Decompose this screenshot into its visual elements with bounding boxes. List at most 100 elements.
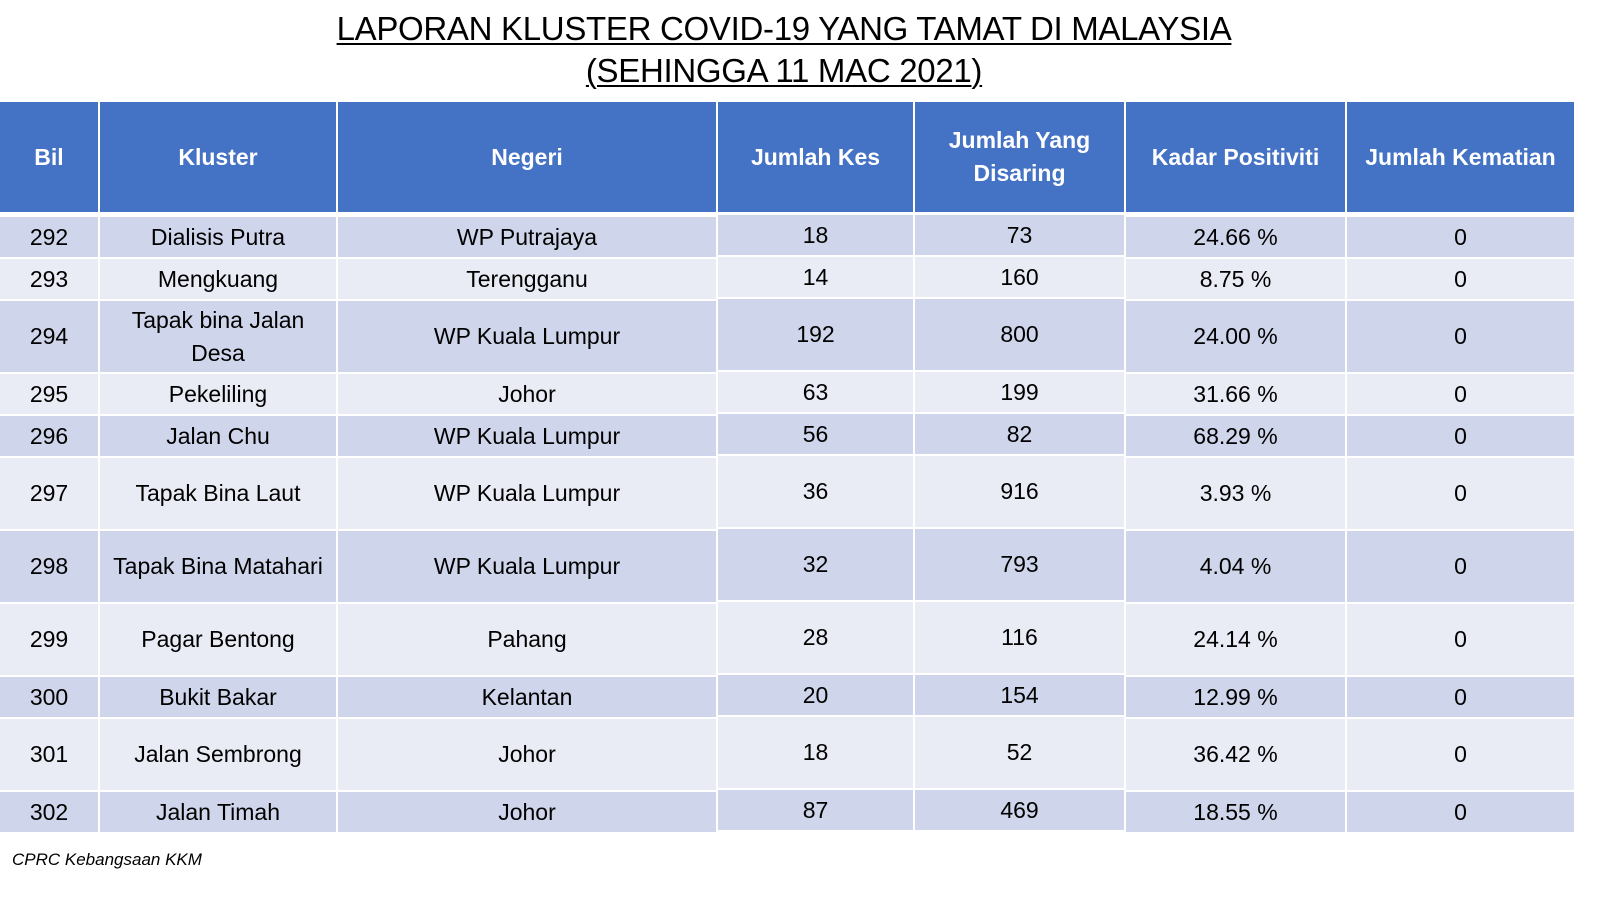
cell-kadar-positiviti: 24.14 %	[1126, 604, 1345, 675]
table-row: 299 Pagar Bentong Pahang 28 116 24.14 % …	[0, 602, 1574, 675]
cell-jumlah-kematian: 0	[1347, 458, 1574, 529]
cell-kadar-positiviti: 8.75 %	[1126, 259, 1345, 299]
cell-jumlah-kematian: 0	[1347, 604, 1574, 675]
cell-jumlah-kes: 32	[718, 529, 913, 600]
cell-jumlah-kematian: 0	[1347, 374, 1574, 414]
cell-kluster: Mengkuang	[100, 259, 336, 299]
cell-bil: 295	[0, 374, 98, 414]
cell-negeri: Johor	[338, 792, 716, 832]
table-row: 301 Jalan Sembrong Johor 18 52 36.42 % 0	[0, 717, 1574, 790]
cell-bil: 301	[0, 719, 98, 790]
cell-kadar-positiviti: 24.00 %	[1126, 301, 1345, 372]
col-header-bil: Bil	[0, 102, 98, 215]
cell-kadar-positiviti: 31.66 %	[1126, 374, 1345, 414]
cell-jumlah-disaring: 160	[915, 257, 1124, 297]
cell-negeri: WP Kuala Lumpur	[338, 416, 716, 456]
col-header-jumlah-kematian: Jumlah Kematian	[1347, 102, 1574, 215]
table-row: 300 Bukit Bakar Kelantan 20 154 12.99 % …	[0, 675, 1574, 717]
cell-bil: 296	[0, 416, 98, 456]
cell-jumlah-disaring: 116	[915, 602, 1124, 673]
cell-kluster: Tapak Bina Matahari	[100, 531, 336, 602]
cell-jumlah-disaring: 916	[915, 456, 1124, 527]
cell-jumlah-disaring: 199	[915, 372, 1124, 412]
cell-jumlah-disaring: 73	[915, 215, 1124, 255]
table-header-row: Bil Kluster Negeri Jumlah Kes Jumlah Yan…	[0, 102, 1574, 215]
cell-kadar-positiviti: 24.66 %	[1126, 217, 1345, 257]
cell-jumlah-kes: 28	[718, 602, 913, 673]
cell-jumlah-kematian: 0	[1347, 531, 1574, 602]
cell-kluster: Jalan Timah	[100, 792, 336, 832]
cell-jumlah-kematian: 0	[1347, 719, 1574, 790]
cell-jumlah-kes: 36	[718, 456, 913, 527]
cell-kadar-positiviti: 12.99 %	[1126, 677, 1345, 717]
cell-negeri: Terengganu	[338, 259, 716, 299]
cell-jumlah-kematian: 0	[1347, 259, 1574, 299]
col-header-negeri: Negeri	[338, 102, 716, 215]
cell-jumlah-kes: 14	[718, 257, 913, 297]
cell-kadar-positiviti: 18.55 %	[1126, 792, 1345, 832]
cell-jumlah-kes: 63	[718, 372, 913, 412]
cell-bil: 293	[0, 259, 98, 299]
cell-jumlah-kes: 87	[718, 790, 913, 830]
cell-kadar-positiviti: 68.29 %	[1126, 416, 1345, 456]
table-row: 298 Tapak Bina Matahari WP Kuala Lumpur …	[0, 529, 1574, 602]
cell-negeri: WP Kuala Lumpur	[338, 531, 716, 602]
table-row: 292 Dialisis Putra WP Putrajaya 18 73 24…	[0, 215, 1574, 257]
cell-kadar-positiviti: 4.04 %	[1126, 531, 1345, 602]
cell-jumlah-kes: 20	[718, 675, 913, 715]
cell-jumlah-kematian: 0	[1347, 301, 1574, 372]
cell-negeri: WP Kuala Lumpur	[338, 458, 716, 529]
cell-kluster: Tapak bina Jalan Desa	[100, 301, 336, 372]
table-row: 295 Pekeliling Johor 63 199 31.66 % 0	[0, 372, 1574, 414]
cell-jumlah-disaring: 800	[915, 299, 1124, 370]
title-line-2: (SEHINGGA 11 MAC 2021)	[585, 52, 983, 89]
cell-bil: 300	[0, 677, 98, 717]
cell-bil: 302	[0, 792, 98, 832]
col-header-kluster: Kluster	[100, 102, 336, 215]
cell-jumlah-kematian: 0	[1347, 677, 1574, 717]
title-line-1: LAPORAN KLUSTER COVID-19 YANG TAMAT DI M…	[336, 10, 1232, 47]
table-row: 296 Jalan Chu WP Kuala Lumpur 56 82 68.2…	[0, 414, 1574, 456]
report-title: LAPORAN KLUSTER COVID-19 YANG TAMAT DI M…	[0, 8, 1568, 92]
cell-bil: 297	[0, 458, 98, 529]
cell-jumlah-disaring: 52	[915, 717, 1124, 788]
cell-bil: 292	[0, 217, 98, 257]
cell-bil: 294	[0, 301, 98, 372]
cell-negeri: Pahang	[338, 604, 716, 675]
table-row: 293 Mengkuang Terengganu 14 160 8.75 % 0	[0, 257, 1574, 299]
col-header-jumlah-disaring: Jumlah Yang Disaring	[915, 102, 1124, 215]
cell-negeri: WP Kuala Lumpur	[338, 301, 716, 372]
cell-kadar-positiviti: 3.93 %	[1126, 458, 1345, 529]
cell-jumlah-kes: 18	[718, 215, 913, 255]
cell-kadar-positiviti: 36.42 %	[1126, 719, 1345, 790]
cell-kluster: Tapak Bina Laut	[100, 458, 336, 529]
source-footer: CPRC Kebangsaan KKM	[12, 850, 202, 869]
table-row: 294 Tapak bina Jalan Desa WP Kuala Lumpu…	[0, 299, 1574, 372]
cell-kluster: Dialisis Putra	[100, 217, 336, 257]
cell-negeri: WP Putrajaya	[338, 217, 716, 257]
cell-jumlah-disaring: 82	[915, 414, 1124, 454]
cell-negeri: Kelantan	[338, 677, 716, 717]
cell-kluster: Bukit Bakar	[100, 677, 336, 717]
cell-jumlah-kes: 192	[718, 299, 913, 370]
table-row: 302 Jalan Timah Johor 87 469 18.55 % 0	[0, 790, 1574, 832]
cell-kluster: Pekeliling	[100, 374, 336, 414]
cell-jumlah-disaring: 154	[915, 675, 1124, 715]
cell-jumlah-kes: 18	[718, 717, 913, 788]
cell-jumlah-kematian: 0	[1347, 217, 1574, 257]
cell-kluster: Pagar Bentong	[100, 604, 336, 675]
cell-bil: 298	[0, 531, 98, 602]
cell-kluster: Jalan Chu	[100, 416, 336, 456]
col-header-kadar-positiviti: Kadar Positiviti	[1126, 102, 1345, 215]
cell-negeri: Johor	[338, 719, 716, 790]
col-header-jumlah-kes: Jumlah Kes	[718, 102, 913, 215]
cluster-table: Bil Kluster Negeri Jumlah Kes Jumlah Yan…	[0, 100, 1576, 834]
cell-jumlah-disaring: 793	[915, 529, 1124, 600]
cell-jumlah-kematian: 0	[1347, 416, 1574, 456]
table-row: 297 Tapak Bina Laut WP Kuala Lumpur 36 9…	[0, 456, 1574, 529]
cell-jumlah-kes: 56	[718, 414, 913, 454]
cell-kluster: Jalan Sembrong	[100, 719, 336, 790]
cell-bil: 299	[0, 604, 98, 675]
cell-jumlah-disaring: 469	[915, 790, 1124, 830]
cell-negeri: Johor	[338, 374, 716, 414]
